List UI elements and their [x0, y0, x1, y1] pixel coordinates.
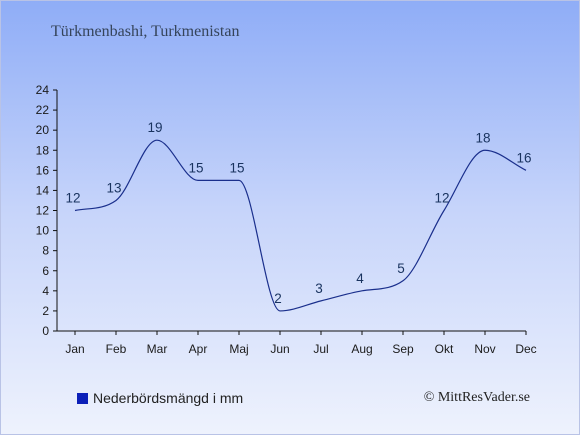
x-tick-label: Sep: [392, 342, 414, 356]
y-tick-label: 14: [36, 183, 50, 197]
x-tick-label: Maj: [229, 342, 248, 356]
data-label: 3: [315, 281, 323, 296]
y-tick-label: 8: [42, 244, 49, 258]
data-label: 12: [434, 191, 449, 206]
x-tick-label: Feb: [106, 342, 127, 356]
y-tick-label: 6: [42, 264, 49, 278]
y-tick-label: 10: [36, 224, 50, 238]
y-tick-label: 22: [36, 103, 50, 117]
data-point: [238, 179, 241, 182]
data-label: 12: [65, 191, 80, 206]
y-tick-label: 12: [36, 204, 50, 218]
data-label: 18: [475, 130, 490, 145]
data-label: 19: [147, 120, 162, 135]
legend: Nederbördsmängd i mm: [77, 390, 243, 406]
y-tick-label: 16: [36, 163, 50, 177]
legend-label: Nederbördsmängd i mm: [93, 390, 244, 406]
x-tick-label: Aug: [351, 342, 372, 356]
x-tick-label: Jan: [65, 342, 84, 356]
x-tick-label: Nov: [474, 342, 495, 356]
y-tick-label: 2: [42, 304, 49, 318]
x-tick-label: Jun: [270, 342, 289, 356]
data-point: [484, 149, 487, 152]
chart-title: Türkmenbashi, Turkmenistan: [51, 23, 240, 40]
series-line: [74, 139, 527, 312]
data-point: [361, 289, 364, 292]
y-tick-label: 20: [36, 123, 50, 137]
data-point: [156, 139, 159, 142]
data-point: [402, 279, 405, 282]
data-label: 13: [106, 180, 121, 195]
data-point: [443, 209, 446, 212]
x-tick-label: Mar: [147, 342, 168, 356]
y-tick-label: 0: [42, 324, 49, 338]
data-point: [525, 169, 528, 172]
data-point: [115, 199, 118, 202]
data-label: 5: [397, 261, 405, 276]
data-point: [279, 309, 282, 312]
data-label: 4: [356, 271, 364, 286]
site-credit: © MittResVader.se: [423, 390, 530, 405]
data-point: [320, 299, 323, 302]
x-tick-label: Apr: [189, 342, 208, 356]
legend-marker-icon: [77, 392, 88, 404]
data-label: 2: [274, 291, 282, 306]
y-tick-label: 18: [36, 143, 50, 157]
x-tick-label: Jul: [313, 342, 328, 356]
y-tick-label: 24: [36, 83, 50, 97]
data-label: 16: [516, 150, 531, 165]
x-tick-label: Dec: [515, 342, 536, 356]
data-point: [197, 179, 200, 182]
data-label: 15: [188, 160, 203, 175]
y-tick-label: 4: [42, 284, 49, 298]
x-tick-label: Okt: [435, 342, 454, 356]
data-label: 15: [229, 160, 244, 175]
data-point: [74, 209, 77, 212]
